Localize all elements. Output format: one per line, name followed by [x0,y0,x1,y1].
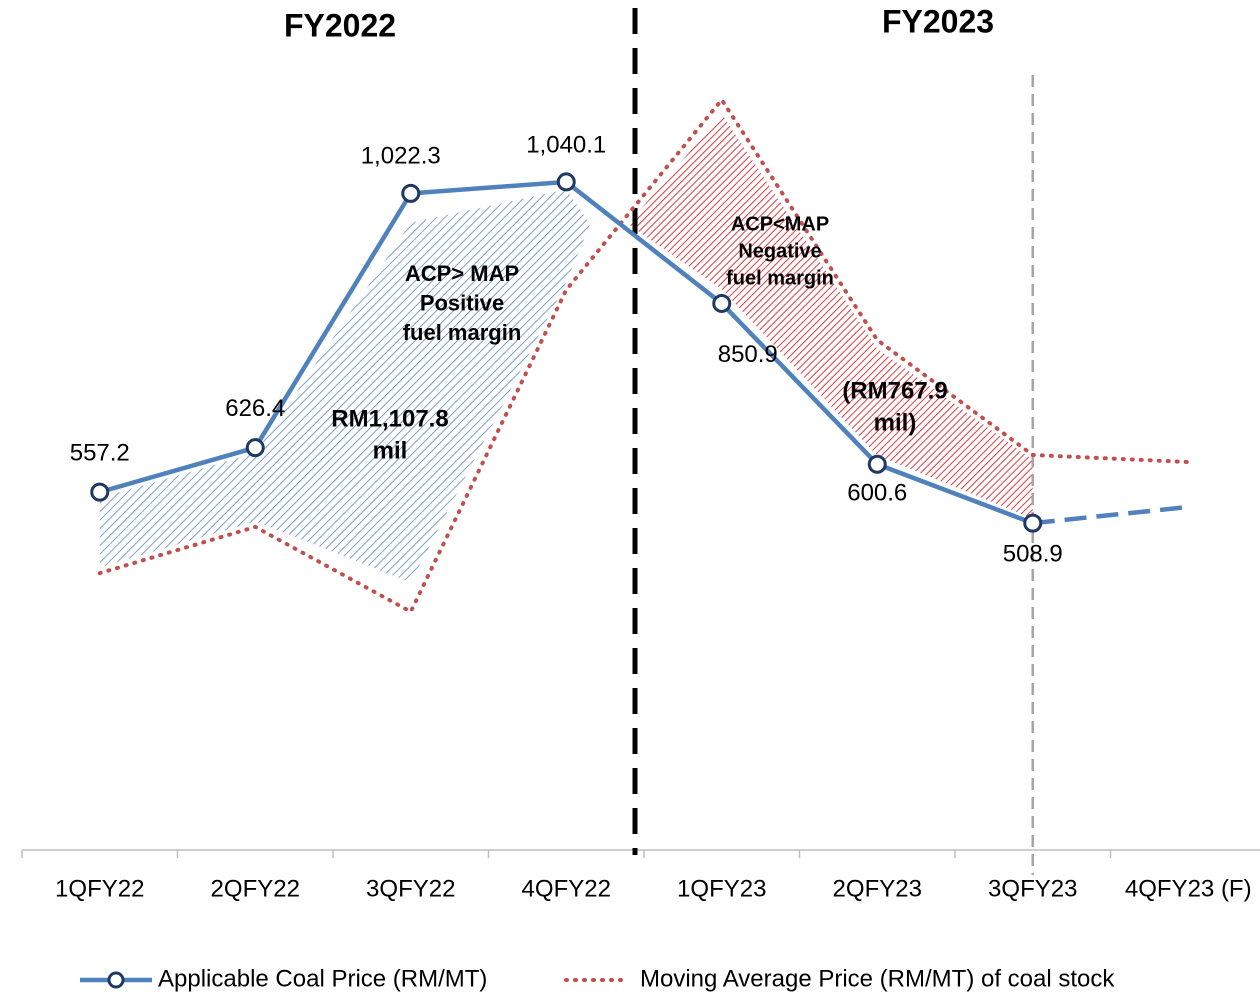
acp-marker [712,293,732,313]
annotation: RM1,107.8 [331,405,448,432]
data-label: 508.9 [1003,540,1063,567]
annotation: ACP<MAP [731,213,829,235]
data-label: 1,040.1 [526,131,606,158]
x-tick-label: 1QFY23 [677,875,766,902]
acp-marker [401,183,421,203]
data-label: 850.9 [718,341,778,368]
legend-marker [107,971,125,989]
annotation: ACP> MAP [405,261,519,286]
acp-marker [556,172,576,192]
x-tick-label: 3QFY23 [988,875,1077,902]
annotation: mil) [874,410,917,437]
acp-forecast-line [1032,504,1189,526]
acp-marker [245,438,265,458]
annotation: fuel margin [403,320,522,345]
data-label: 626.4 [225,395,285,422]
data-label: 1,022.3 [361,143,441,170]
acp-marker [90,482,110,502]
x-tick-label: 2QFY23 [833,875,922,902]
x-tick-label: 1QFY22 [55,875,144,902]
map-line [97,96,1191,615]
annotation: Negative [738,240,821,262]
negative-margin-area [628,114,1033,519]
period-label: FY2023 [882,3,994,39]
data-label: 557.2 [70,439,130,466]
acp-marker [1023,513,1043,533]
positive-margin-area [99,189,591,583]
x-tick-label: 2QFY22 [211,875,300,902]
x-tick-label: 4QFY23 (F) [1125,875,1252,902]
data-label: 600.6 [847,480,907,507]
period-label: FY2022 [284,7,396,43]
annotation: (RM767.9 [842,377,947,404]
x-tick-label: 4QFY22 [522,875,611,902]
legend-label: Moving Average Price (RM/MT) of coal sto… [640,965,1115,992]
x-tick-label: 3QFY22 [366,875,455,902]
annotation: Positive [420,291,504,316]
legend-label: Applicable Coal Price (RM/MT) [158,965,487,992]
annotation: mil [373,438,408,465]
annotation: fuel margin [726,267,834,289]
acp-marker [867,454,887,474]
